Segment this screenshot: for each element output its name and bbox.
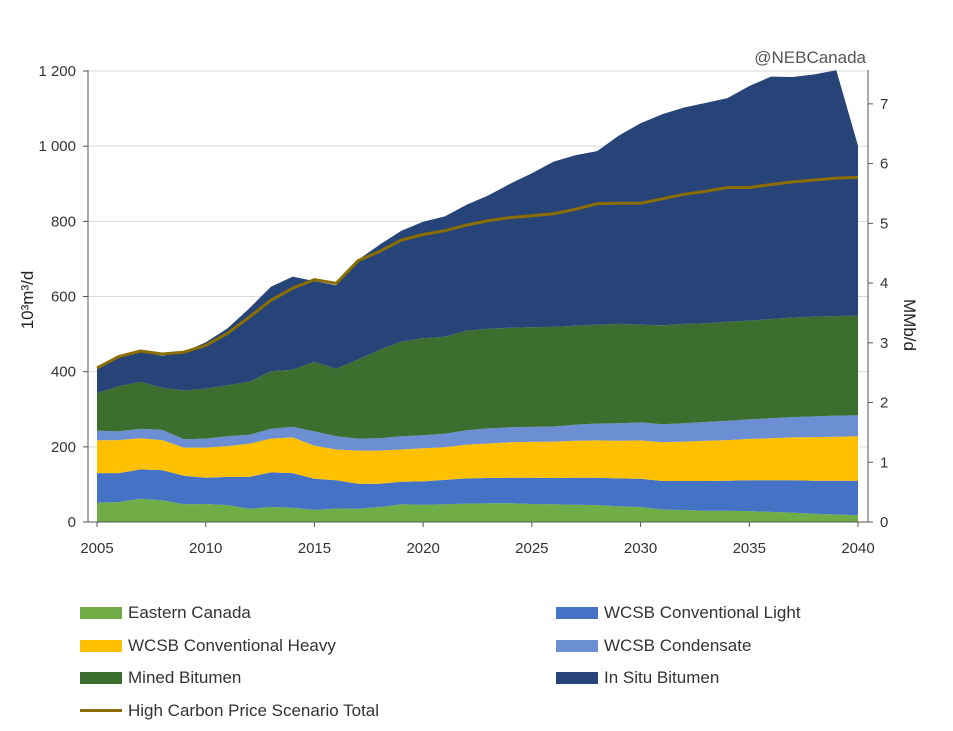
stacked-areas xyxy=(97,70,858,522)
watermark: @NEBCanada xyxy=(754,48,866,67)
y2-tick-label: 0 xyxy=(880,514,888,531)
legend-label: WCSB Conventional Light xyxy=(604,603,801,622)
legend-item: WCSB Conventional Heavy xyxy=(80,636,336,656)
area-wcsb-condensate xyxy=(97,415,858,451)
x-tick-label: 2030 xyxy=(624,540,657,557)
legend-label: Eastern Canada xyxy=(128,603,251,622)
chart: 0 200 400 600 800 1 000 1 200 0 1 2 3 4 5 6 7 2005 2010 2… xyxy=(18,48,919,557)
y-tick-label: 400 xyxy=(51,364,76,381)
legend-item: WCSB Conventional Light xyxy=(556,603,801,623)
y2-tick-label: 4 xyxy=(880,275,888,292)
area-eastern-canada xyxy=(97,498,858,522)
y2-tick-label: 7 xyxy=(880,96,888,113)
legend-item: In Situ Bitumen xyxy=(556,668,719,688)
x-tick-label: 2035 xyxy=(733,540,766,557)
legend-swatch xyxy=(556,672,598,684)
y2-tick-label: 5 xyxy=(880,215,888,232)
line-high-carbon-price-scenario-total xyxy=(96,175,859,370)
legend-swatch xyxy=(80,607,122,619)
y2-tick-label: 3 xyxy=(880,335,888,352)
legend-item: Mined Bitumen xyxy=(80,668,241,688)
x-tick-label: 2025 xyxy=(515,540,548,557)
legend-swatch xyxy=(80,672,122,684)
y-tick-label: 0 xyxy=(68,514,76,531)
y-tick-label: 200 xyxy=(51,439,76,456)
axes: 0 200 400 600 800 1 000 1 200 0 1 2 3 4 5 6 7 2005 2010 2… xyxy=(38,63,888,557)
legend-swatch xyxy=(556,607,598,619)
y2-axis-label: MMb/d xyxy=(900,299,919,351)
area-wcsb-conventional-heavy xyxy=(97,436,858,484)
legend-swatch xyxy=(80,639,122,652)
legend-line-swatch xyxy=(80,709,122,712)
legend-item: High Carbon Price Scenario Total xyxy=(80,701,379,721)
legend-swatch xyxy=(556,639,598,652)
y-axis-label: 10³m³/d xyxy=(18,271,37,330)
y2-tick-label: 1 xyxy=(880,454,888,471)
scenario-lines xyxy=(96,175,859,370)
y-tick-label: 800 xyxy=(51,213,76,230)
y2-tick-label: 2 xyxy=(880,395,888,412)
y-tick-label: 1 200 xyxy=(38,63,76,80)
legend-label: WCSB Conventional Heavy xyxy=(128,635,336,655)
legend-label: Mined Bitumen xyxy=(128,668,242,687)
y-tick-label: 1 000 xyxy=(38,138,76,155)
legend: Eastern Canada WCSB Conventional Light WCS… xyxy=(80,603,900,728)
legend-label: WCSB Condensate xyxy=(604,635,752,655)
x-tick-label: 2015 xyxy=(298,540,331,557)
legend-label: In Situ Bitumen xyxy=(604,668,720,687)
y-tick-label: 600 xyxy=(51,289,76,306)
area-in-situ-bitumen xyxy=(97,70,858,394)
x-tick-label: 2010 xyxy=(189,540,222,557)
area-wcsb-conventional-light xyxy=(97,469,858,516)
y2-tick-label: 6 xyxy=(880,156,888,173)
legend-item: WCSB Condensate xyxy=(556,636,751,656)
legend-item: Eastern Canada xyxy=(80,603,251,623)
x-tick-label: 2005 xyxy=(80,540,113,557)
x-tick-label: 2020 xyxy=(406,540,439,557)
area-mined-bitumen xyxy=(97,315,858,440)
legend-label: High Carbon Price Scenario Total xyxy=(128,700,380,720)
x-tick-label: 2040 xyxy=(841,540,874,557)
